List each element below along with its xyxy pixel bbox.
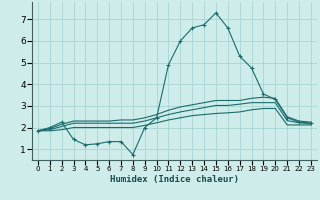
X-axis label: Humidex (Indice chaleur): Humidex (Indice chaleur) xyxy=(110,175,239,184)
